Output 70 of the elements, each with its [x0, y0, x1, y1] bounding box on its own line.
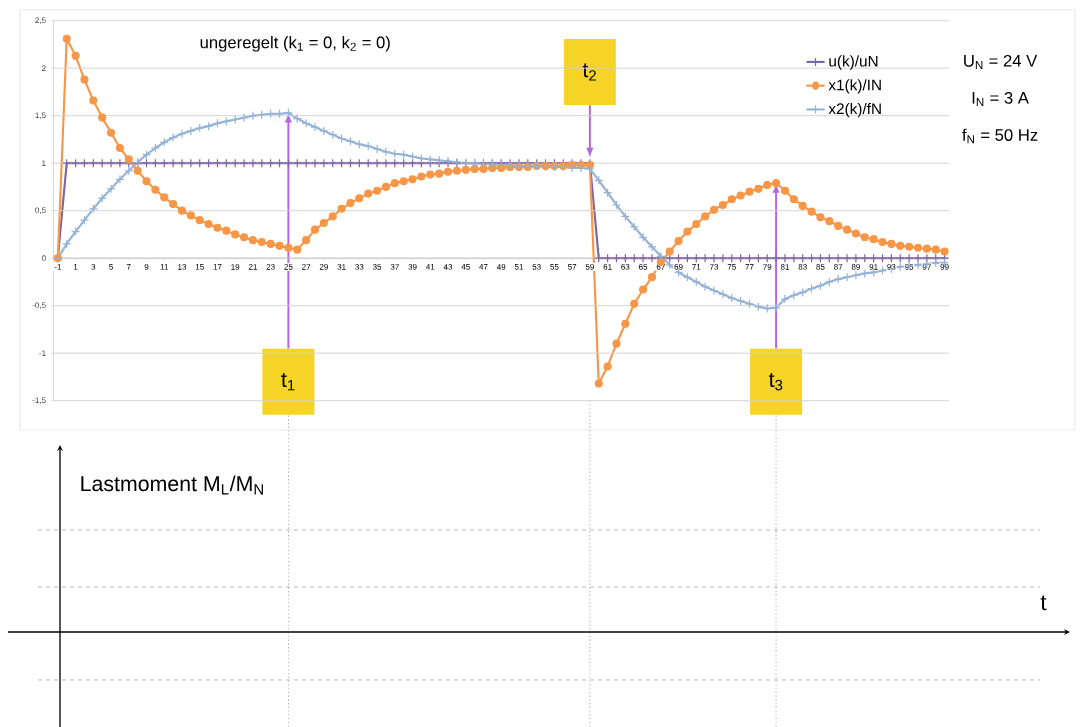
legend-label: u(k)/uN [829, 55, 878, 70]
y-tick-label: 2 [41, 65, 46, 71]
x-tick-label: 89 [851, 264, 860, 270]
x-tick-label: 85 [816, 264, 825, 270]
x-tick-label: 97 [922, 264, 931, 270]
x-tick-label: 99 [940, 264, 949, 270]
x-tick-label: 53 [532, 264, 541, 270]
y-tick-label: -1,5 [32, 397, 46, 404]
x-tick-label: 35 [372, 264, 382, 270]
y-tick-label: 1 [42, 160, 46, 166]
x-tick-label: 57 [568, 264, 577, 270]
x-tick-label: 23 [266, 264, 275, 270]
x-tick-label: 7 [126, 264, 131, 270]
x-tick-label: -1 [54, 264, 62, 270]
x-tick-label: 95 [905, 264, 914, 270]
x-tick-label: 61 [603, 264, 612, 270]
y-tick-label: 1,5 [35, 112, 46, 119]
x-tick-label: 21 [248, 264, 257, 270]
x-tick-label: 75 [727, 264, 736, 270]
x-tick-label: 43 [443, 264, 453, 270]
text: t [1040, 595, 1047, 611]
annotation: t$_{2}$ [582, 63, 596, 81]
text: I$_{N}$ = 3 A [972, 91, 1029, 107]
text: U$_{N}$ = 24 V [964, 54, 1038, 70]
x-tick-label: 31 [337, 264, 346, 270]
x-tick-label: 87 [834, 264, 843, 270]
x-tick-label: 13 [178, 264, 187, 270]
x-tick-label: 59 [585, 264, 594, 270]
text: f$_{N}$ = 50 Hz [962, 128, 1038, 144]
x-tick-label: 79 [763, 264, 772, 270]
x-tick-label: 49 [496, 264, 506, 270]
x-tick-label: 81 [780, 264, 790, 270]
x-tick-label: 5 [109, 264, 113, 270]
annotation: t$_{3}$ [768, 373, 783, 391]
text: Lastmoment M$_{L}$/M$_{N}$ [81, 475, 263, 495]
y-tick-label: -0,5 [32, 302, 46, 309]
x-tick-label: 51 [514, 264, 523, 270]
x-tick-label: 37 [390, 264, 399, 270]
x-tick-label: 1 [73, 264, 78, 270]
x-tick-label: 39 [408, 264, 417, 270]
x-tick-label: 69 [674, 264, 683, 270]
y-tick-label: 0 [41, 255, 46, 262]
y-tick-label: 0,5 [35, 207, 46, 214]
x-tick-label: 19 [231, 264, 240, 270]
x-tick-label: 41 [426, 264, 435, 270]
legend-label: x1(k)/IN [828, 79, 881, 94]
x-tick-label: 29 [319, 264, 328, 270]
y-tick-label: -1 [39, 350, 46, 356]
x-tick-label: 73 [710, 264, 719, 270]
x-tick-label: 25 [284, 264, 293, 270]
x-tick-label: 45 [461, 264, 470, 270]
x-tick-label: 27 [302, 264, 311, 270]
x-tick-label: 17 [213, 264, 222, 270]
x-tick-label: 71 [692, 264, 701, 270]
annotation: t$_{1}$ [281, 373, 295, 391]
x-tick-label: 77 [745, 264, 754, 270]
x-tick-label: 15 [195, 264, 204, 270]
x-tick-label: 11 [160, 264, 169, 270]
x-tick-label: 47 [479, 264, 488, 270]
legend-label: x2(k)/fN [828, 102, 881, 118]
x-tick-label: 9 [144, 264, 149, 270]
x-tick-label: 3 [91, 264, 96, 270]
x-tick-label: 55 [550, 264, 559, 270]
y-tick-label: 2,5 [35, 17, 46, 24]
x-tick-label: 65 [639, 264, 648, 270]
x-tick-label: 33 [355, 264, 364, 270]
text: ungeregelt (k$_{1}$ = 0, k$_{2}$ = 0) [200, 36, 390, 52]
x-tick-label: 83 [798, 264, 807, 270]
x-tick-label: 91 [869, 264, 878, 270]
x-tick-label: 63 [621, 264, 630, 270]
